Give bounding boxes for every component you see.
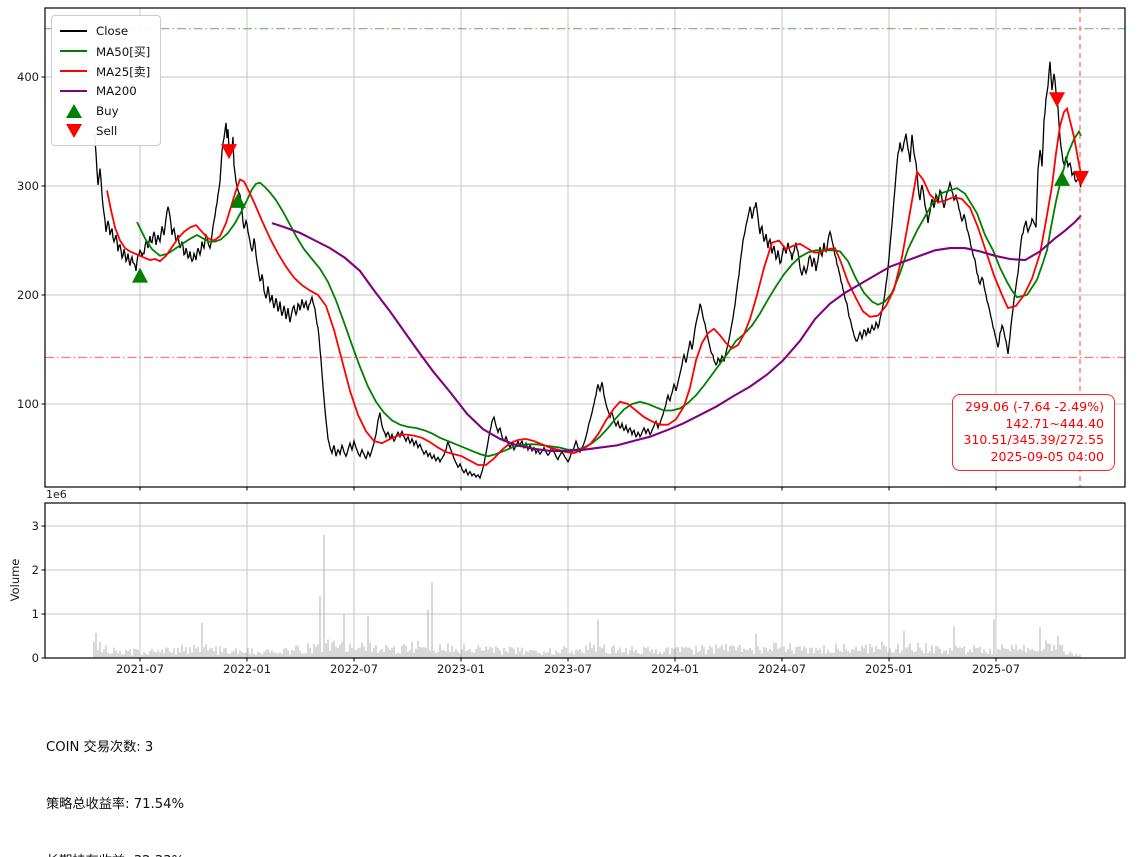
legend-item-close: Close [60, 21, 152, 41]
quote-timestamp: 2025-09-05 04:00 [990, 448, 1105, 464]
trade-count-line: COIN 交易次数: 3 [46, 740, 154, 755]
buy-markers [132, 170, 1070, 283]
ma50-line [136, 129, 1082, 458]
legend-item-ma50: MA50[买] [60, 41, 152, 61]
x-tick-label: 2024-07 [757, 662, 807, 676]
sell-triangle-icon [60, 124, 87, 138]
x-tick-label: 2025-07 [971, 662, 1021, 676]
legend-item-ma200: MA200 [60, 81, 152, 101]
legend-item-ma25: MA25[卖] [60, 61, 152, 81]
volume-tick-label: 1 [31, 607, 39, 621]
volume-tick-label: 2 [31, 563, 39, 577]
buy-marker [230, 192, 246, 208]
x-tick-label: 2025-01 [864, 662, 914, 676]
price-tick-label: 200 [17, 288, 39, 302]
strategy-summary: COIN 交易次数: 3 策略总收益率: 71.54% 长期持有收益: 32.3… [46, 700, 465, 857]
ma200-line [271, 214, 1082, 452]
legend-item-buy: Buy [60, 101, 152, 121]
legend-label: MA25[卖] [96, 64, 151, 79]
legend: Close MA50[买] MA25[卖] MA200 Buy Sell [51, 15, 161, 146]
quote-range: 142.71~444.40 [1005, 415, 1104, 431]
legend-label: MA50[买] [96, 44, 151, 59]
quote-last-price: 299.06 (-7.64 -2.49%) [964, 399, 1104, 414]
sell-markers [221, 92, 1089, 187]
price-tick-label: 300 [17, 179, 39, 193]
close-line [92, 61, 1082, 480]
buy-triangle-icon [60, 104, 87, 118]
sell-marker [1049, 92, 1065, 108]
quote-ma-values: 310.51/345.39/272.55 [963, 432, 1104, 448]
buy-marker [1054, 170, 1070, 186]
x-tick-label: 2022-07 [329, 662, 379, 676]
buy-marker [132, 267, 148, 283]
volume-tick-label: 3 [31, 519, 39, 533]
price-tick-label: 100 [17, 397, 39, 411]
ma25-line [106, 106, 1082, 466]
volume-axis-label: Volume [8, 558, 22, 602]
axes [41, 7, 1126, 662]
legend-label: Close [96, 24, 129, 38]
ma50-line-swatch [60, 50, 87, 52]
legend-label: Sell [96, 124, 118, 138]
ma200-line-swatch [60, 90, 87, 92]
x-tick-label: 2021-07 [115, 662, 165, 676]
quote-info-box: 299.06 (-7.64 -2.49%) 142.71~444.40 310.… [952, 394, 1115, 472]
close-line-swatch [60, 30, 87, 32]
strategy-return-line: 策略总收益率: 71.54% [46, 797, 185, 812]
grid-lines [45, 8, 1125, 658]
volume-bars [93, 534, 1081, 658]
sell-marker [221, 144, 237, 160]
x-tick-label: 2023-07 [543, 662, 593, 676]
legend-label: MA200 [96, 84, 137, 98]
legend-label: Buy [96, 104, 119, 118]
volume-tick-label: 0 [31, 651, 39, 665]
sell-marker [1073, 171, 1089, 187]
legend-item-sell: Sell [60, 121, 152, 141]
range-lines [45, 27, 1125, 359]
volume-scale-label: 1e6 [46, 488, 67, 501]
hold-return-line: 长期持有收益: 32.33% [46, 852, 465, 857]
ma25-line-swatch [60, 70, 87, 72]
price-tick-label: 400 [17, 70, 39, 84]
x-tick-label: 2024-01 [650, 662, 700, 676]
x-tick-label: 2023-01 [436, 662, 486, 676]
price-volume-chart [41, 7, 1126, 662]
x-tick-label: 2022-01 [222, 662, 272, 676]
